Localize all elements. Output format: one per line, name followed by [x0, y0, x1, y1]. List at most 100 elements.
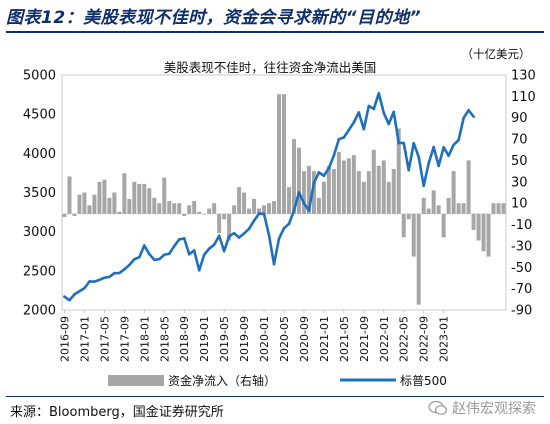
- line-point: [327, 166, 331, 170]
- bar: [306, 165, 311, 214]
- bar: [326, 165, 331, 214]
- line-point: [118, 271, 121, 275]
- figure-title: 图表12：美股表现不佳时，资金会寻求新的“目的地”: [6, 8, 422, 28]
- line-point: [78, 289, 81, 293]
- bar: [67, 176, 72, 214]
- line-point: [362, 127, 366, 131]
- bar: [172, 203, 177, 214]
- right-tick-label: 110: [511, 90, 536, 105]
- x-tick-label: 2023-01: [438, 316, 451, 362]
- line-point: [247, 227, 251, 230]
- x-tick-label: 2022-01: [378, 316, 391, 362]
- line-point: [93, 280, 96, 283]
- x-tick-label: 2021-05: [338, 316, 351, 362]
- bar: [242, 192, 247, 214]
- bar: [286, 187, 291, 214]
- line-point: [412, 141, 416, 145]
- line-point: [332, 154, 336, 157]
- bar: [416, 213, 421, 305]
- x-tick-label: 2016-09: [58, 316, 71, 362]
- line-point: [372, 107, 376, 111]
- line-point: [133, 257, 136, 261]
- bar: [252, 198, 257, 214]
- x-tick-label: 2017-05: [98, 316, 111, 362]
- line-point: [407, 168, 411, 172]
- line-point: [192, 249, 196, 252]
- x-tick-label: 2019-05: [218, 316, 231, 362]
- watermark-label: 赵伟宏观探索: [452, 401, 536, 417]
- left-tick-label: 3000: [23, 225, 56, 240]
- bar: [237, 187, 242, 214]
- line-point: [392, 110, 396, 114]
- line-point: [317, 171, 321, 174]
- line-point: [98, 278, 101, 282]
- bar: [461, 203, 466, 214]
- bar: [62, 213, 67, 218]
- bar: [396, 128, 401, 214]
- line-point: [212, 243, 216, 246]
- bar: [301, 171, 306, 214]
- bar: [356, 171, 361, 214]
- bar: [262, 205, 267, 214]
- bar: [222, 213, 227, 220]
- line-point: [202, 253, 206, 257]
- line-point: [367, 104, 371, 108]
- line-point: [232, 231, 236, 235]
- bar: [87, 205, 92, 214]
- left-tick-label: 3500: [23, 186, 56, 201]
- left-tick-label: 5000: [23, 69, 56, 84]
- bar: [102, 179, 107, 214]
- bar: [451, 171, 456, 214]
- line-point: [162, 253, 166, 257]
- bar: [152, 197, 157, 214]
- line-point: [452, 143, 455, 147]
- x-tick-label: 2022-05: [398, 316, 411, 362]
- line-point: [63, 295, 66, 298]
- line-point: [432, 145, 435, 149]
- bar: [426, 208, 431, 214]
- line-point: [148, 252, 151, 256]
- bar: [142, 183, 147, 214]
- source-note: 来源：Bloomberg，国金证券研究所: [10, 405, 224, 420]
- bar: [112, 192, 117, 214]
- line-point: [172, 244, 176, 248]
- bar: [491, 203, 496, 214]
- x-tick-label: 2018-01: [138, 316, 151, 362]
- line-point: [262, 212, 266, 216]
- right-tick-label: -10: [511, 218, 532, 233]
- line-point: [352, 121, 356, 124]
- bar: [371, 149, 376, 214]
- bar: [257, 208, 262, 214]
- watermark: 赵伟宏观探索: [428, 398, 536, 418]
- bar: [311, 171, 316, 214]
- line-point: [287, 222, 291, 226]
- line-point: [447, 154, 450, 157]
- bar: [162, 177, 167, 214]
- right-tick-label: 10: [511, 197, 528, 212]
- line-point: [307, 209, 311, 212]
- bar: [92, 194, 97, 214]
- line-point: [382, 111, 386, 115]
- legend-label-line: 标普500: [400, 374, 447, 388]
- bar: [97, 181, 102, 214]
- left-tick-label: 4000: [23, 147, 56, 162]
- right-tick-label: 50: [511, 154, 528, 169]
- left-axis-ticks: 2000 2500 3000 3500 4000 4500 5000: [23, 69, 56, 319]
- bar: [401, 213, 406, 238]
- legend-label-bars: 资金净流入（右轴）: [168, 373, 276, 388]
- bar: [476, 213, 481, 241]
- bar: [212, 203, 217, 214]
- bar: [351, 155, 356, 214]
- line-point: [88, 280, 91, 283]
- line-point: [462, 116, 465, 120]
- line-point: [302, 201, 306, 205]
- line-point: [267, 233, 271, 237]
- bar: [421, 197, 426, 214]
- line-point: [167, 252, 171, 256]
- line-point: [277, 237, 281, 240]
- bar: [346, 158, 351, 214]
- bar: [232, 205, 237, 214]
- x-axis-ticks: 2016-09 2017-01 2017-05 2017-09 2018-01 2018-…: [58, 310, 451, 362]
- line-point: [467, 108, 470, 112]
- x-tick-label: 2019-01: [198, 316, 211, 362]
